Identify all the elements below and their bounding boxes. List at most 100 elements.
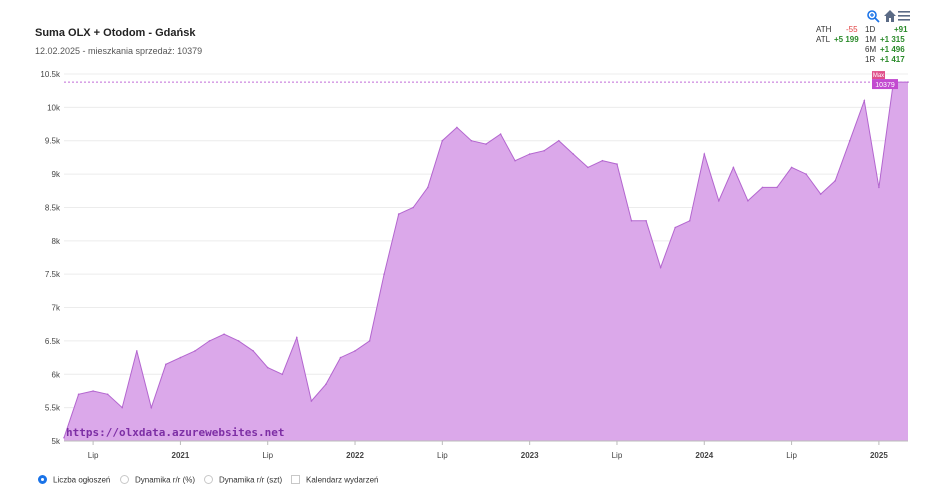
chart-title: Suma OLX + Otodom - Gdańsk bbox=[35, 27, 196, 39]
data-point bbox=[427, 186, 429, 189]
m6-label: 6M bbox=[865, 45, 877, 54]
data-point bbox=[150, 406, 153, 409]
data-point bbox=[92, 390, 94, 392]
current-value-label: 10379 bbox=[875, 82, 895, 89]
data-point bbox=[470, 139, 473, 142]
data-point bbox=[528, 153, 531, 155]
y-tick-label: 5.5k bbox=[45, 404, 61, 413]
data-point bbox=[776, 186, 778, 189]
radio-icon[interactable] bbox=[120, 475, 129, 485]
x-tick-label: Lip bbox=[612, 451, 623, 460]
legend-option-label: Kalendarz wydarzeń bbox=[306, 475, 379, 485]
x-tick-label: 2023 bbox=[521, 451, 539, 460]
data-point bbox=[878, 186, 880, 189]
ath-value: -55 bbox=[846, 25, 858, 34]
data-point bbox=[703, 153, 706, 155]
data-point bbox=[194, 350, 196, 352]
watermark-url: https://olxdata.azurewebsites.net bbox=[66, 426, 285, 439]
chart-subtitle: 12.02.2025 - mieszkania sprzedaż: 10379 bbox=[35, 46, 203, 56]
data-point bbox=[718, 200, 720, 202]
data-point bbox=[849, 139, 851, 142]
data-point bbox=[325, 383, 327, 386]
data-point bbox=[310, 400, 313, 402]
data-point bbox=[616, 163, 618, 165]
data-point bbox=[397, 213, 400, 215]
y-axis: 5k 5.5k 6k 6.5k 7k 7.5k 8k 8.5k 9k 9.5k 10k 10.5k bbox=[40, 70, 61, 446]
data-point bbox=[281, 373, 284, 376]
current-value-badge bbox=[872, 79, 898, 90]
menu-icon[interactable] bbox=[897, 9, 911, 23]
y-tick-label: 7k bbox=[52, 304, 61, 313]
y-tick-label: 10.5k bbox=[40, 70, 61, 79]
legend-option-listings[interactable]: Liczba ogłoszeń bbox=[38, 475, 110, 489]
chart-toolbar bbox=[864, 9, 910, 25]
data-point bbox=[732, 166, 735, 169]
data-point bbox=[354, 350, 356, 352]
m1-label: 1M bbox=[865, 35, 877, 44]
data-point bbox=[368, 340, 371, 342]
data-point bbox=[790, 166, 793, 169]
y-tick-label: 5k bbox=[52, 437, 61, 446]
zoom-in-icon[interactable] bbox=[866, 9, 880, 23]
data-point bbox=[223, 333, 225, 336]
x-tick-label: 2022 bbox=[346, 451, 364, 460]
legend-option-label: Dynamika r/r (%) bbox=[135, 475, 196, 485]
data-point bbox=[688, 220, 691, 222]
radio-selected-icon[interactable] bbox=[38, 475, 47, 485]
data-point bbox=[805, 173, 807, 175]
d1-value: +91 bbox=[894, 25, 908, 34]
data-point bbox=[441, 139, 444, 142]
data-point bbox=[543, 149, 545, 152]
legend-option-events-calendar[interactable]: Kalendarz wydarzeń bbox=[291, 475, 378, 489]
data-point bbox=[77, 393, 80, 396]
y-tick-label: 8.5k bbox=[45, 203, 61, 212]
legend-option-yoy-percent[interactable]: Dynamika r/r (%) bbox=[120, 475, 195, 489]
r1-label: 1R bbox=[865, 55, 876, 64]
data-point bbox=[63, 436, 65, 439]
legend: Liczba ogłoszeń Dynamika r/r (%) Dynamik… bbox=[38, 475, 458, 491]
data-point bbox=[179, 356, 182, 359]
data-point bbox=[907, 81, 909, 83]
y-tick-label: 6k bbox=[52, 370, 61, 379]
data-point bbox=[165, 363, 167, 366]
data-point bbox=[572, 153, 575, 155]
ath-label: ATH bbox=[816, 25, 832, 34]
x-tick-label: 2024 bbox=[695, 451, 713, 460]
x-tick-label: Lip bbox=[437, 451, 448, 460]
data-point bbox=[237, 340, 240, 342]
series-area bbox=[63, 81, 909, 441]
home-icon[interactable] bbox=[883, 9, 897, 23]
legend-option-yoy-count[interactable]: Dynamika r/r (szt) bbox=[204, 475, 282, 489]
data-point bbox=[106, 393, 109, 396]
atl-value: +5 199 bbox=[834, 35, 859, 44]
data-point bbox=[412, 206, 415, 209]
x-tick-label: Lip bbox=[262, 451, 273, 460]
y-tick-label: 7.5k bbox=[45, 270, 61, 279]
r1-value: +1 417 bbox=[880, 55, 905, 64]
data-point bbox=[456, 126, 458, 129]
data-point bbox=[630, 220, 633, 222]
data-point bbox=[485, 143, 487, 145]
radio-icon[interactable] bbox=[204, 475, 213, 485]
checkbox-icon[interactable] bbox=[291, 475, 300, 485]
x-tick-label: 2025 bbox=[870, 451, 888, 460]
data-point bbox=[747, 200, 749, 202]
max-badge-label: Max bbox=[873, 73, 884, 79]
data-point bbox=[296, 336, 298, 339]
m6-value: +1 496 bbox=[880, 45, 905, 54]
data-point bbox=[136, 350, 138, 352]
x-tick-label: 2021 bbox=[172, 451, 190, 460]
data-point bbox=[208, 340, 211, 342]
data-point bbox=[834, 180, 836, 182]
m1-value: +1 315 bbox=[880, 35, 905, 44]
data-point bbox=[121, 406, 123, 409]
y-tick-label: 9k bbox=[52, 170, 61, 179]
y-tick-label: 6.5k bbox=[45, 337, 61, 346]
data-point bbox=[819, 193, 822, 195]
x-tick-label: Lip bbox=[786, 451, 797, 460]
data-point bbox=[587, 166, 589, 169]
data-point bbox=[514, 159, 516, 162]
data-point bbox=[252, 350, 254, 352]
y-tick-label: 9.5k bbox=[45, 137, 61, 146]
